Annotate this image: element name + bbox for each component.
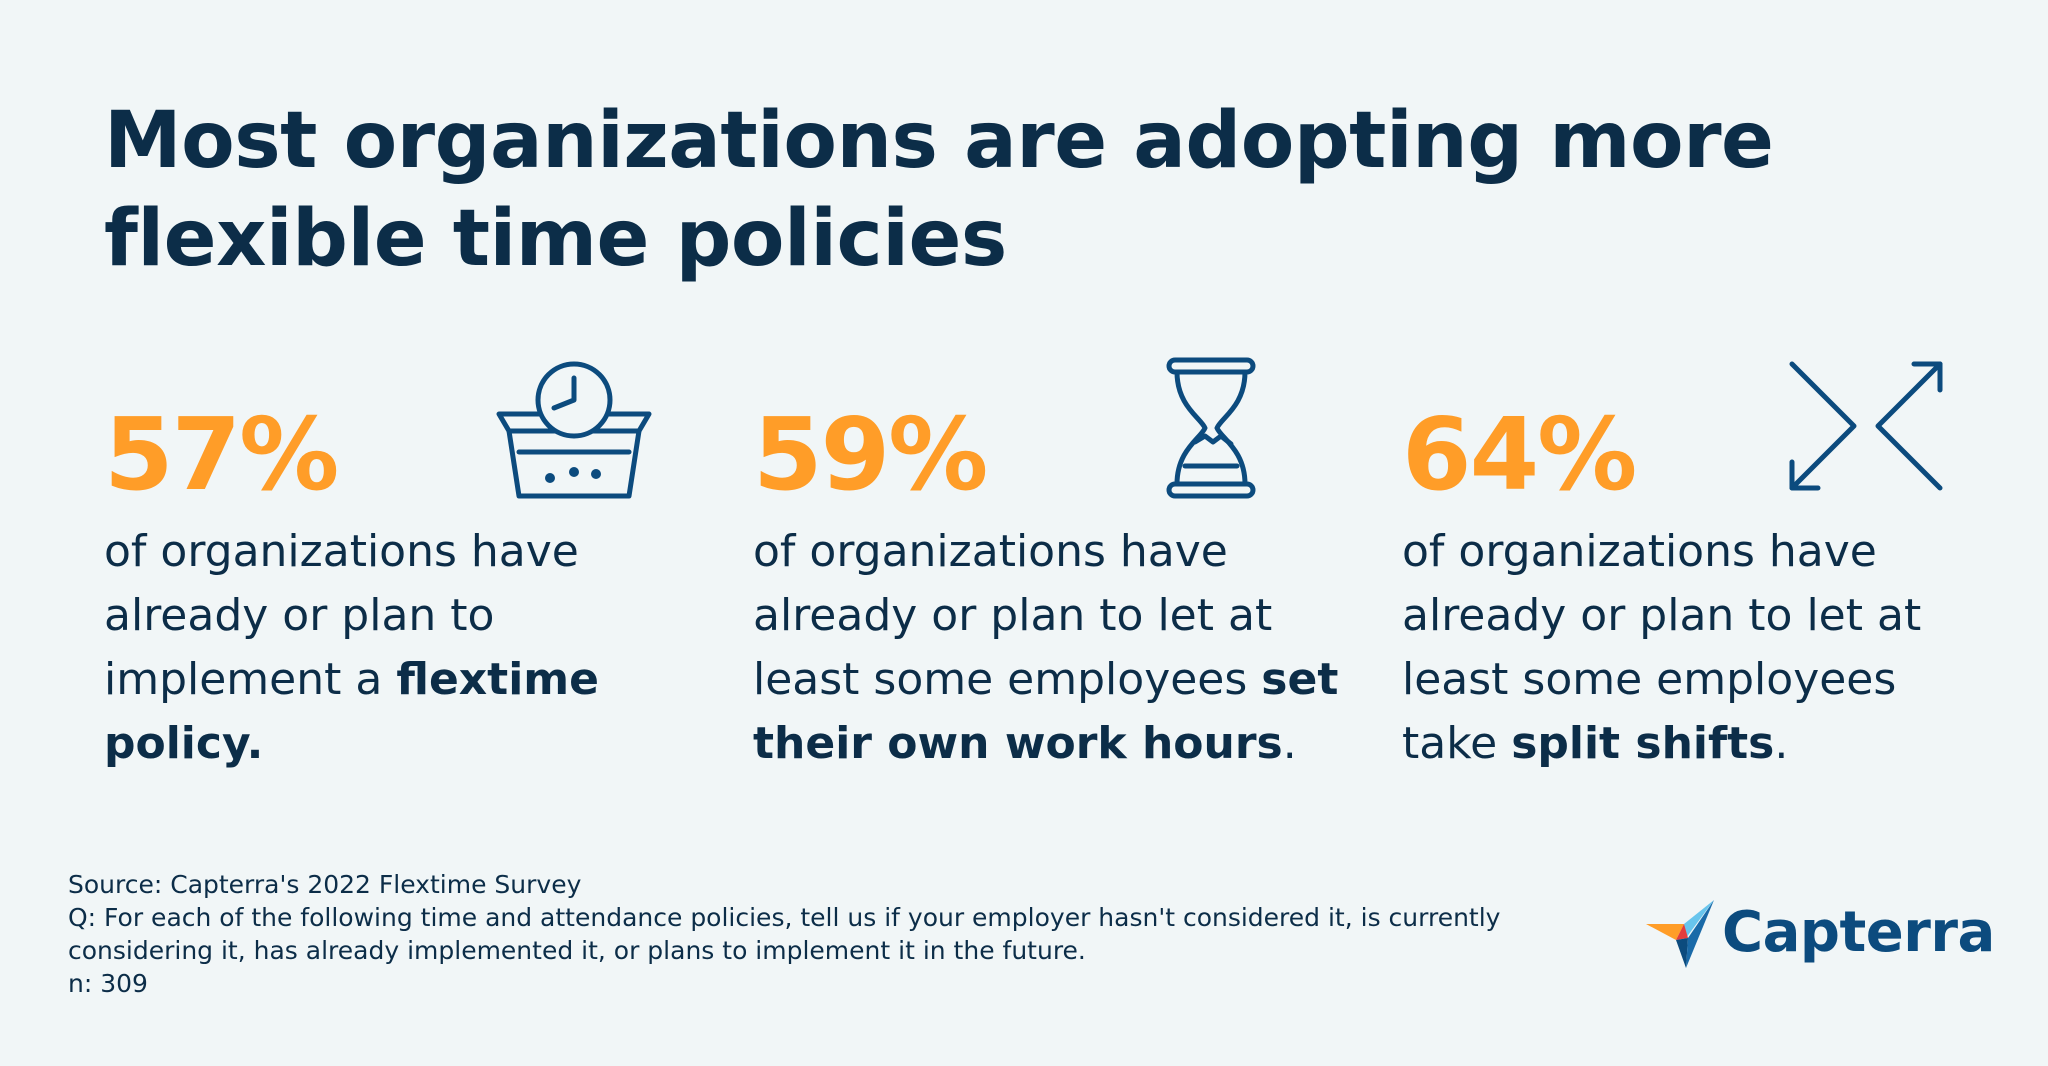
stat-text-end: . [1774, 718, 1789, 769]
stat-flextime: 57% of organizations have already or pla… [104, 350, 704, 790]
hourglass-icon [1166, 357, 1256, 499]
page-title: Most organizations are adopting more fle… [104, 96, 1774, 284]
source-line: Source: Capterra's 2022 Flextime Survey [68, 870, 582, 899]
stat-own-hours: 59% of organizations have already or pla… [753, 350, 1353, 790]
stat-description: of organizations have already or plan to… [753, 520, 1353, 776]
stat-text-end: . [1282, 718, 1297, 769]
question-line: Q: For each of the following time and at… [68, 903, 1501, 965]
sample-size: n: 309 [68, 969, 148, 998]
source-footnote: Source: Capterra's 2022 Flextime Survey … [68, 868, 1548, 1000]
stat-percent: 64% [1402, 396, 1637, 513]
stat-split-shifts: 64% of organizations have already or pla… [1402, 350, 2002, 790]
stat-description: of organizations have already or plan to… [104, 520, 704, 776]
stat-percent: 59% [753, 396, 988, 513]
stat-highlight: split shifts [1511, 718, 1775, 769]
clock-in-tray-icon [496, 361, 652, 499]
logo-text: Capterra [1722, 900, 1995, 965]
capterra-logo-icon [1646, 900, 1714, 968]
stat-highlight: flextime policy. [104, 654, 599, 769]
stat-text: of organizations have already or plan to… [1402, 526, 1922, 769]
stat-description: of organizations have already or plan to… [1402, 520, 2002, 776]
capterra-logo: Capterra [1646, 896, 1995, 976]
stat-text: of organizations have already or plan to… [753, 526, 1273, 705]
stat-percent: 57% [104, 396, 339, 513]
crossing-arrows-icon [1789, 361, 1943, 491]
stat-highlight: set their own work hours [753, 654, 1339, 769]
stat-text: of organizations have already or plan to… [104, 526, 579, 705]
